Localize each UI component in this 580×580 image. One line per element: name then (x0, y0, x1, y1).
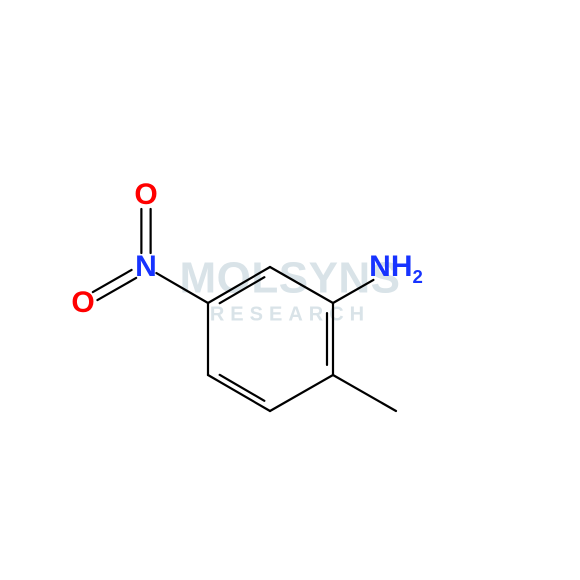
atom-NH2: NH2 (369, 252, 423, 282)
atom-O2: O (71, 288, 94, 318)
molecule-canvas: { "structure": { "type": "chemical-struc… (0, 0, 580, 580)
atom-N_nitro: N (135, 252, 157, 282)
atom-O1: O (134, 180, 157, 210)
